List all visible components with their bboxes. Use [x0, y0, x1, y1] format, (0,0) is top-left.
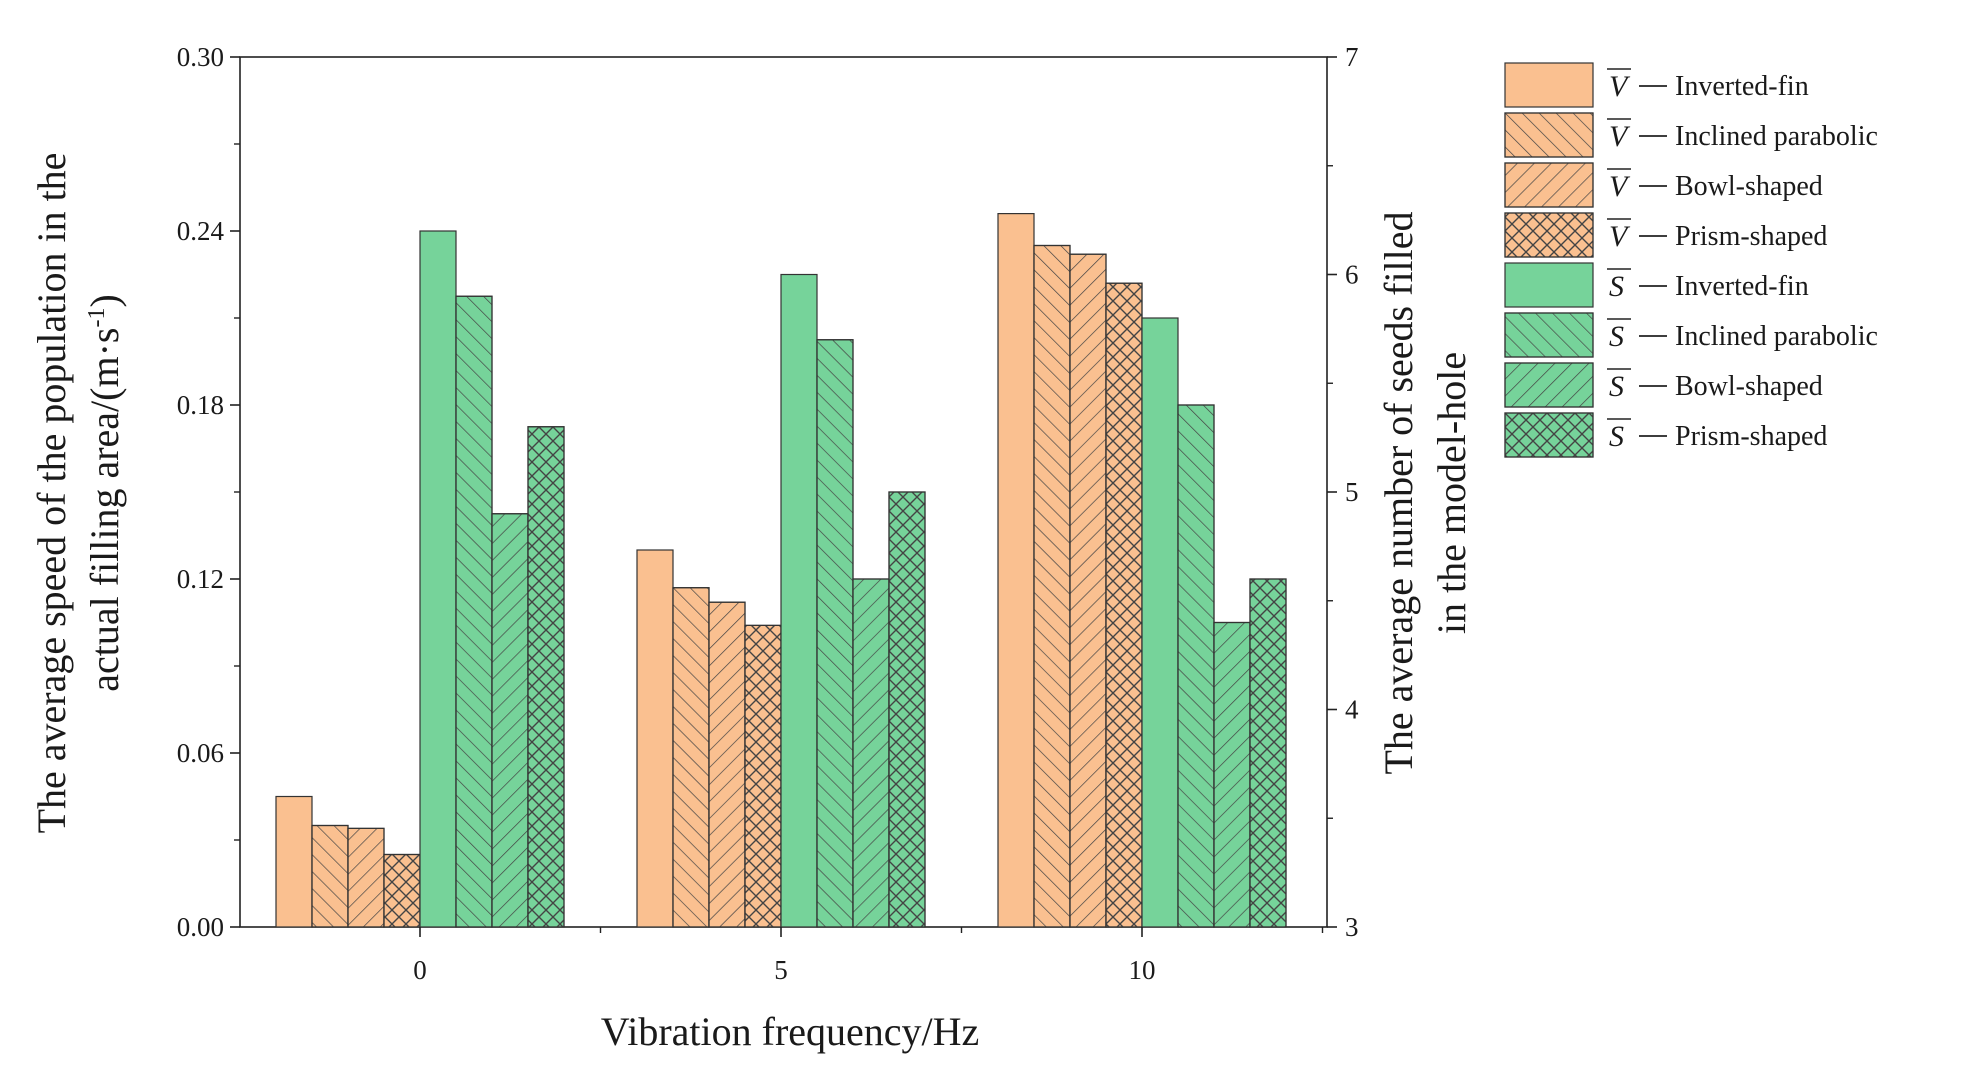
- legend-label: Inclined parabolic: [1675, 321, 1878, 352]
- bar-hatch-V-1-0: [311, 824, 349, 928]
- x-tick-label: 0: [413, 955, 427, 985]
- left-axis-title-close: ): [82, 294, 127, 307]
- right-axis-title-2: in the model-hole: [1429, 352, 1474, 634]
- left-axis-title-line-2: actual filling area/(m·s: [82, 328, 127, 692]
- legend-swatch-hatch-V-3: [1504, 212, 1594, 258]
- left-axis-title-line-1: The average speed of the population in t…: [29, 153, 74, 834]
- legend: V Inverted-fin V Inclined parabolic V Bowl-sh…: [1504, 62, 1878, 458]
- left-tick-label: 0.24: [177, 216, 225, 246]
- bar-hatch-S-7-10: [1249, 578, 1287, 928]
- legend-prefix-S: S: [1609, 320, 1624, 353]
- legend-prefix-V: V: [1609, 170, 1631, 203]
- bar-V-0-10: [997, 213, 1035, 928]
- legend-prefix-V: V: [1609, 120, 1631, 153]
- bar-S-4-10: [1141, 317, 1179, 928]
- legend-swatch-hatch-S-7: [1504, 412, 1594, 458]
- legend-swatch-hatch-S-6: [1504, 362, 1594, 408]
- right-tick-label: 5: [1345, 477, 1359, 507]
- right-tick-label: 3: [1345, 912, 1359, 942]
- axes: 0.00 0.06 0.12 0.18 0.24 0.30 3 4 5 6 7 0 5 10: [177, 42, 1359, 985]
- legend-swatch-hatch-V-2: [1504, 162, 1594, 208]
- legend-label: Inverted-fin: [1675, 271, 1809, 302]
- bar-hatch-S-6-5: [852, 578, 890, 928]
- bar-hatch-V-3-0: [383, 853, 421, 928]
- left-tick-label: 0.06: [177, 738, 224, 768]
- legend-label: Bowl-shaped: [1675, 371, 1823, 402]
- legend-swatch-hatch-V-1: [1504, 112, 1594, 158]
- x-axis-title: Vibration frequency/Hz: [601, 1009, 980, 1054]
- legend-prefix-V: V: [1609, 70, 1631, 103]
- x-tick-label: 5: [774, 955, 788, 985]
- bar-hatch-V-3-10: [1105, 282, 1143, 928]
- bar-hatch-V-3-5: [744, 624, 782, 928]
- left-tick-label: 0.00: [177, 912, 224, 942]
- bar-hatch-V-1-10: [1033, 244, 1071, 928]
- bar-hatch-V-1-5: [672, 587, 710, 928]
- bar-hatch-V-2-10: [1069, 253, 1107, 928]
- legend-prefix-S: S: [1609, 370, 1624, 403]
- bar-S-4-0: [419, 230, 457, 928]
- bar-S-4-5: [780, 273, 818, 928]
- bar-hatch-S-7-5: [888, 491, 926, 928]
- bar-hatch-S-5-10: [1177, 404, 1215, 928]
- bar-hatch-S-6-0: [491, 513, 529, 928]
- bar-hatch-S-7-0: [527, 426, 565, 928]
- legend-label: Prism-shaped: [1675, 221, 1827, 252]
- bar-V-0-0: [275, 795, 313, 928]
- bar-hatch-S-6-10: [1213, 621, 1251, 928]
- legend-prefix-S: S: [1609, 270, 1624, 303]
- legend-label: Bowl-shaped: [1675, 171, 1823, 202]
- x-tick-label: 10: [1129, 955, 1156, 985]
- bar-hatch-S-5-0: [455, 295, 493, 928]
- legend-label: Inclined parabolic: [1675, 121, 1878, 152]
- legend-label: Inverted-fin: [1675, 71, 1809, 102]
- bar-hatch-V-2-0: [347, 827, 385, 928]
- left-tick-label: 0.12: [177, 564, 224, 594]
- legend-swatch-V-0: [1504, 62, 1594, 108]
- left-axis-title: The average speed of the population in t…: [29, 153, 74, 834]
- bar-group: [275, 213, 1287, 928]
- bar-V-0-5: [636, 549, 674, 928]
- legend-label: Prism-shaped: [1675, 421, 1827, 452]
- legend-prefix-V: V: [1609, 220, 1631, 253]
- bar-hatch-S-5-5: [816, 339, 854, 928]
- right-tick-label: 4: [1345, 695, 1359, 725]
- left-axis-title-2: actual filling area/(m·s-1): [82, 294, 127, 692]
- legend-swatch-S-4: [1504, 262, 1594, 308]
- legend-swatch-hatch-S-5: [1504, 312, 1594, 358]
- left-axis-title-exponent: -1: [84, 308, 110, 328]
- bar-hatch-V-2-5: [708, 601, 746, 928]
- right-tick-label: 6: [1345, 260, 1359, 290]
- left-tick-label: 0.30: [177, 42, 224, 72]
- right-tick-label: 7: [1345, 42, 1359, 72]
- legend-prefix-S: S: [1609, 420, 1624, 453]
- left-tick-label: 0.18: [177, 390, 224, 420]
- right-axis-title-1: The average number of seeds filled: [1376, 211, 1421, 774]
